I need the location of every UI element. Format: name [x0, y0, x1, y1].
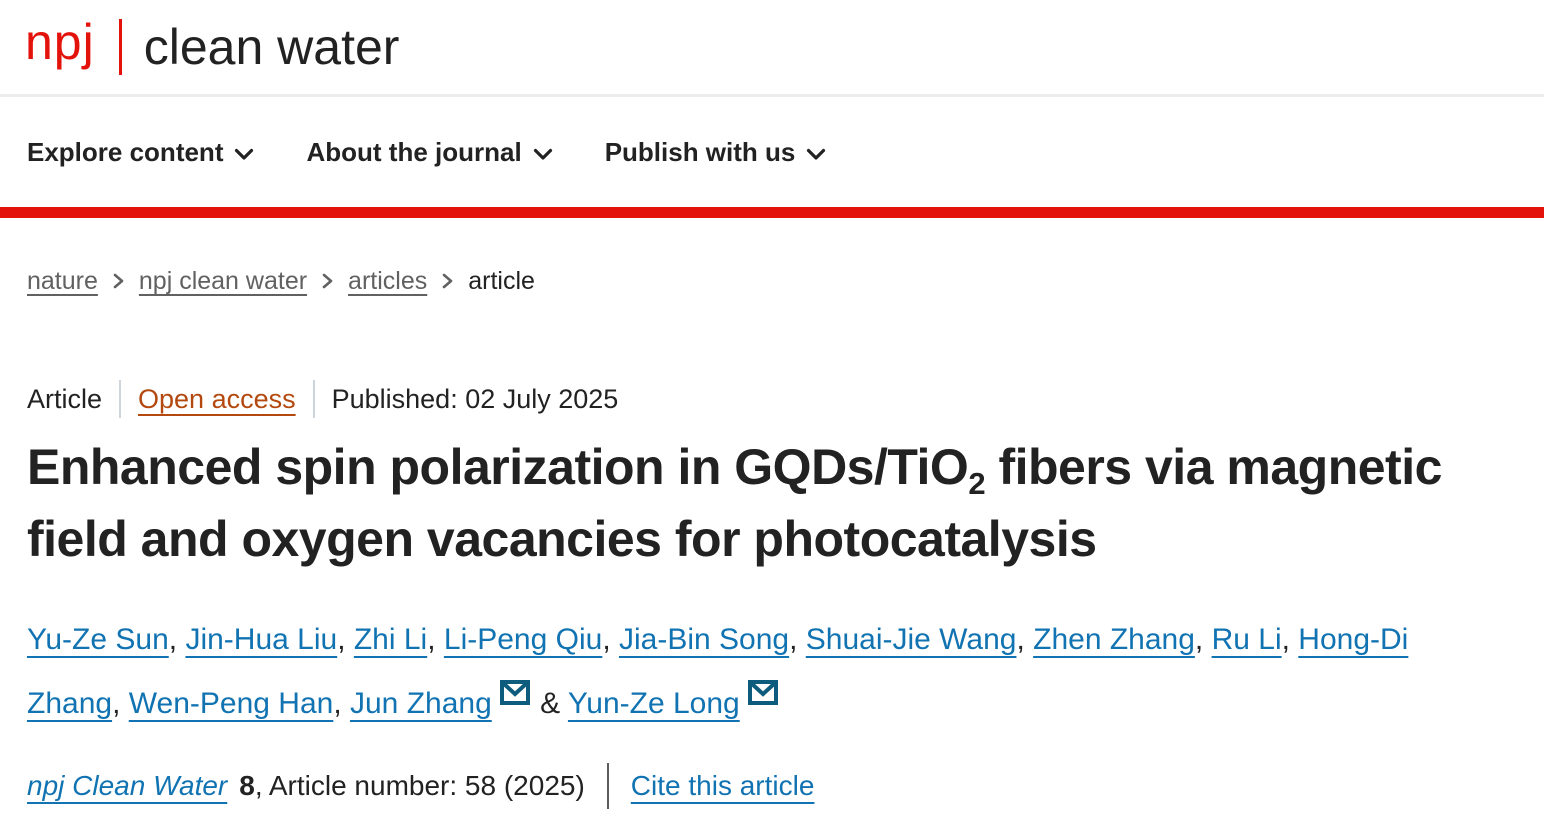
author-separator: , [168, 623, 186, 656]
chevron-right-icon [113, 273, 124, 289]
divider [606, 763, 609, 809]
article-type-label: Article [27, 383, 103, 414]
logo-separator [118, 19, 122, 75]
article-title: Enhanced spin polarization in GQDs/TiO2 … [27, 431, 1520, 575]
breadcrumb-npj-clean-water[interactable]: npj clean water [138, 267, 308, 295]
nav-about-the-journal-label: About the journal [306, 136, 522, 167]
author-separator: & [531, 687, 568, 720]
author-link[interactable]: Jia-Bin Song [619, 623, 790, 656]
article-meta: Article Open access Published: 02 July 2… [27, 380, 1544, 418]
author-separator: , [333, 687, 350, 720]
email-icon[interactable] [747, 680, 778, 705]
author-link[interactable]: Yun-Ze Long [567, 687, 740, 720]
chevron-right-icon [322, 273, 333, 289]
main-nav: Explore content About the journal Publis… [0, 97, 1544, 207]
open-access-link[interactable]: Open access [138, 383, 296, 414]
article-title-part1: Enhanced spin polarization in GQDs/TiO [27, 439, 969, 495]
chevron-down-icon [807, 148, 826, 160]
breadcrumb: nature npj clean water articles article [27, 266, 1544, 296]
brand-rule [0, 207, 1544, 218]
author-link[interactable]: Hong-Di Zhang [27, 623, 1409, 720]
nav-explore-content-label: Explore content [27, 136, 224, 167]
chevron-down-icon [533, 148, 552, 160]
journal-logo[interactable]: npj clean water [25, 17, 399, 77]
volume-number: 8 [239, 770, 255, 801]
site-header: npj clean water [0, 0, 1544, 97]
author-link[interactable]: Shuai-Jie Wang [805, 623, 1017, 656]
author-separator: , [789, 623, 806, 656]
logo-journal-name: clean water [143, 19, 400, 75]
breadcrumb-article-current: article [468, 267, 535, 295]
nav-about-the-journal[interactable]: About the journal [306, 137, 552, 168]
breadcrumb-articles[interactable]: articles [348, 267, 428, 295]
author-link[interactable]: Jin-Hua Liu [185, 623, 338, 656]
author-separator: , [1281, 623, 1299, 656]
journal-link[interactable]: npj Clean Water [27, 770, 228, 801]
author-separator: , [427, 623, 444, 656]
breadcrumb-nature[interactable]: nature [27, 267, 98, 295]
author-link[interactable]: Yu-Ze Sun [27, 623, 169, 656]
nav-publish-with-us[interactable]: Publish with us [605, 137, 827, 168]
chevron-down-icon [235, 148, 254, 160]
author-link[interactable]: Ru Li [1211, 623, 1282, 656]
divider [312, 380, 315, 418]
divider [119, 380, 122, 418]
author-separator: , [602, 623, 619, 656]
author-link[interactable]: Wen-Peng Han [128, 687, 334, 720]
author-separator: , [1016, 623, 1034, 656]
email-icon[interactable] [499, 680, 530, 705]
article-title-subscript: 2 [968, 466, 986, 501]
author-separator: , [1194, 623, 1212, 656]
citation-bar: npj Clean Water 8 , Article number: 58 (… [27, 763, 1544, 809]
author-list: Yu-Ze Sun, Jin-Hua Liu, Zhi Li, Li-Peng … [27, 608, 1477, 736]
article-number-text: , Article number: 58 (2025) [254, 770, 585, 801]
cite-this-article-link[interactable]: Cite this article [630, 770, 815, 801]
author-link[interactable]: Li-Peng Qiu [443, 623, 603, 656]
nav-explore-content[interactable]: Explore content [27, 137, 254, 168]
article-title-part2: fibers via magnetic field and oxygen vac… [27, 439, 1442, 567]
author-link[interactable]: Zhi Li [353, 623, 428, 656]
author-link[interactable]: Jun Zhang [350, 687, 492, 720]
author-separator: , [112, 687, 129, 720]
chevron-right-icon [442, 273, 453, 289]
author-separator: , [337, 623, 354, 656]
author-link[interactable]: Zhen Zhang [1033, 623, 1195, 656]
logo-npj-mark: npj [25, 14, 95, 70]
nav-publish-with-us-label: Publish with us [604, 136, 796, 167]
published-date: Published: 02 July 2025 [331, 383, 619, 414]
